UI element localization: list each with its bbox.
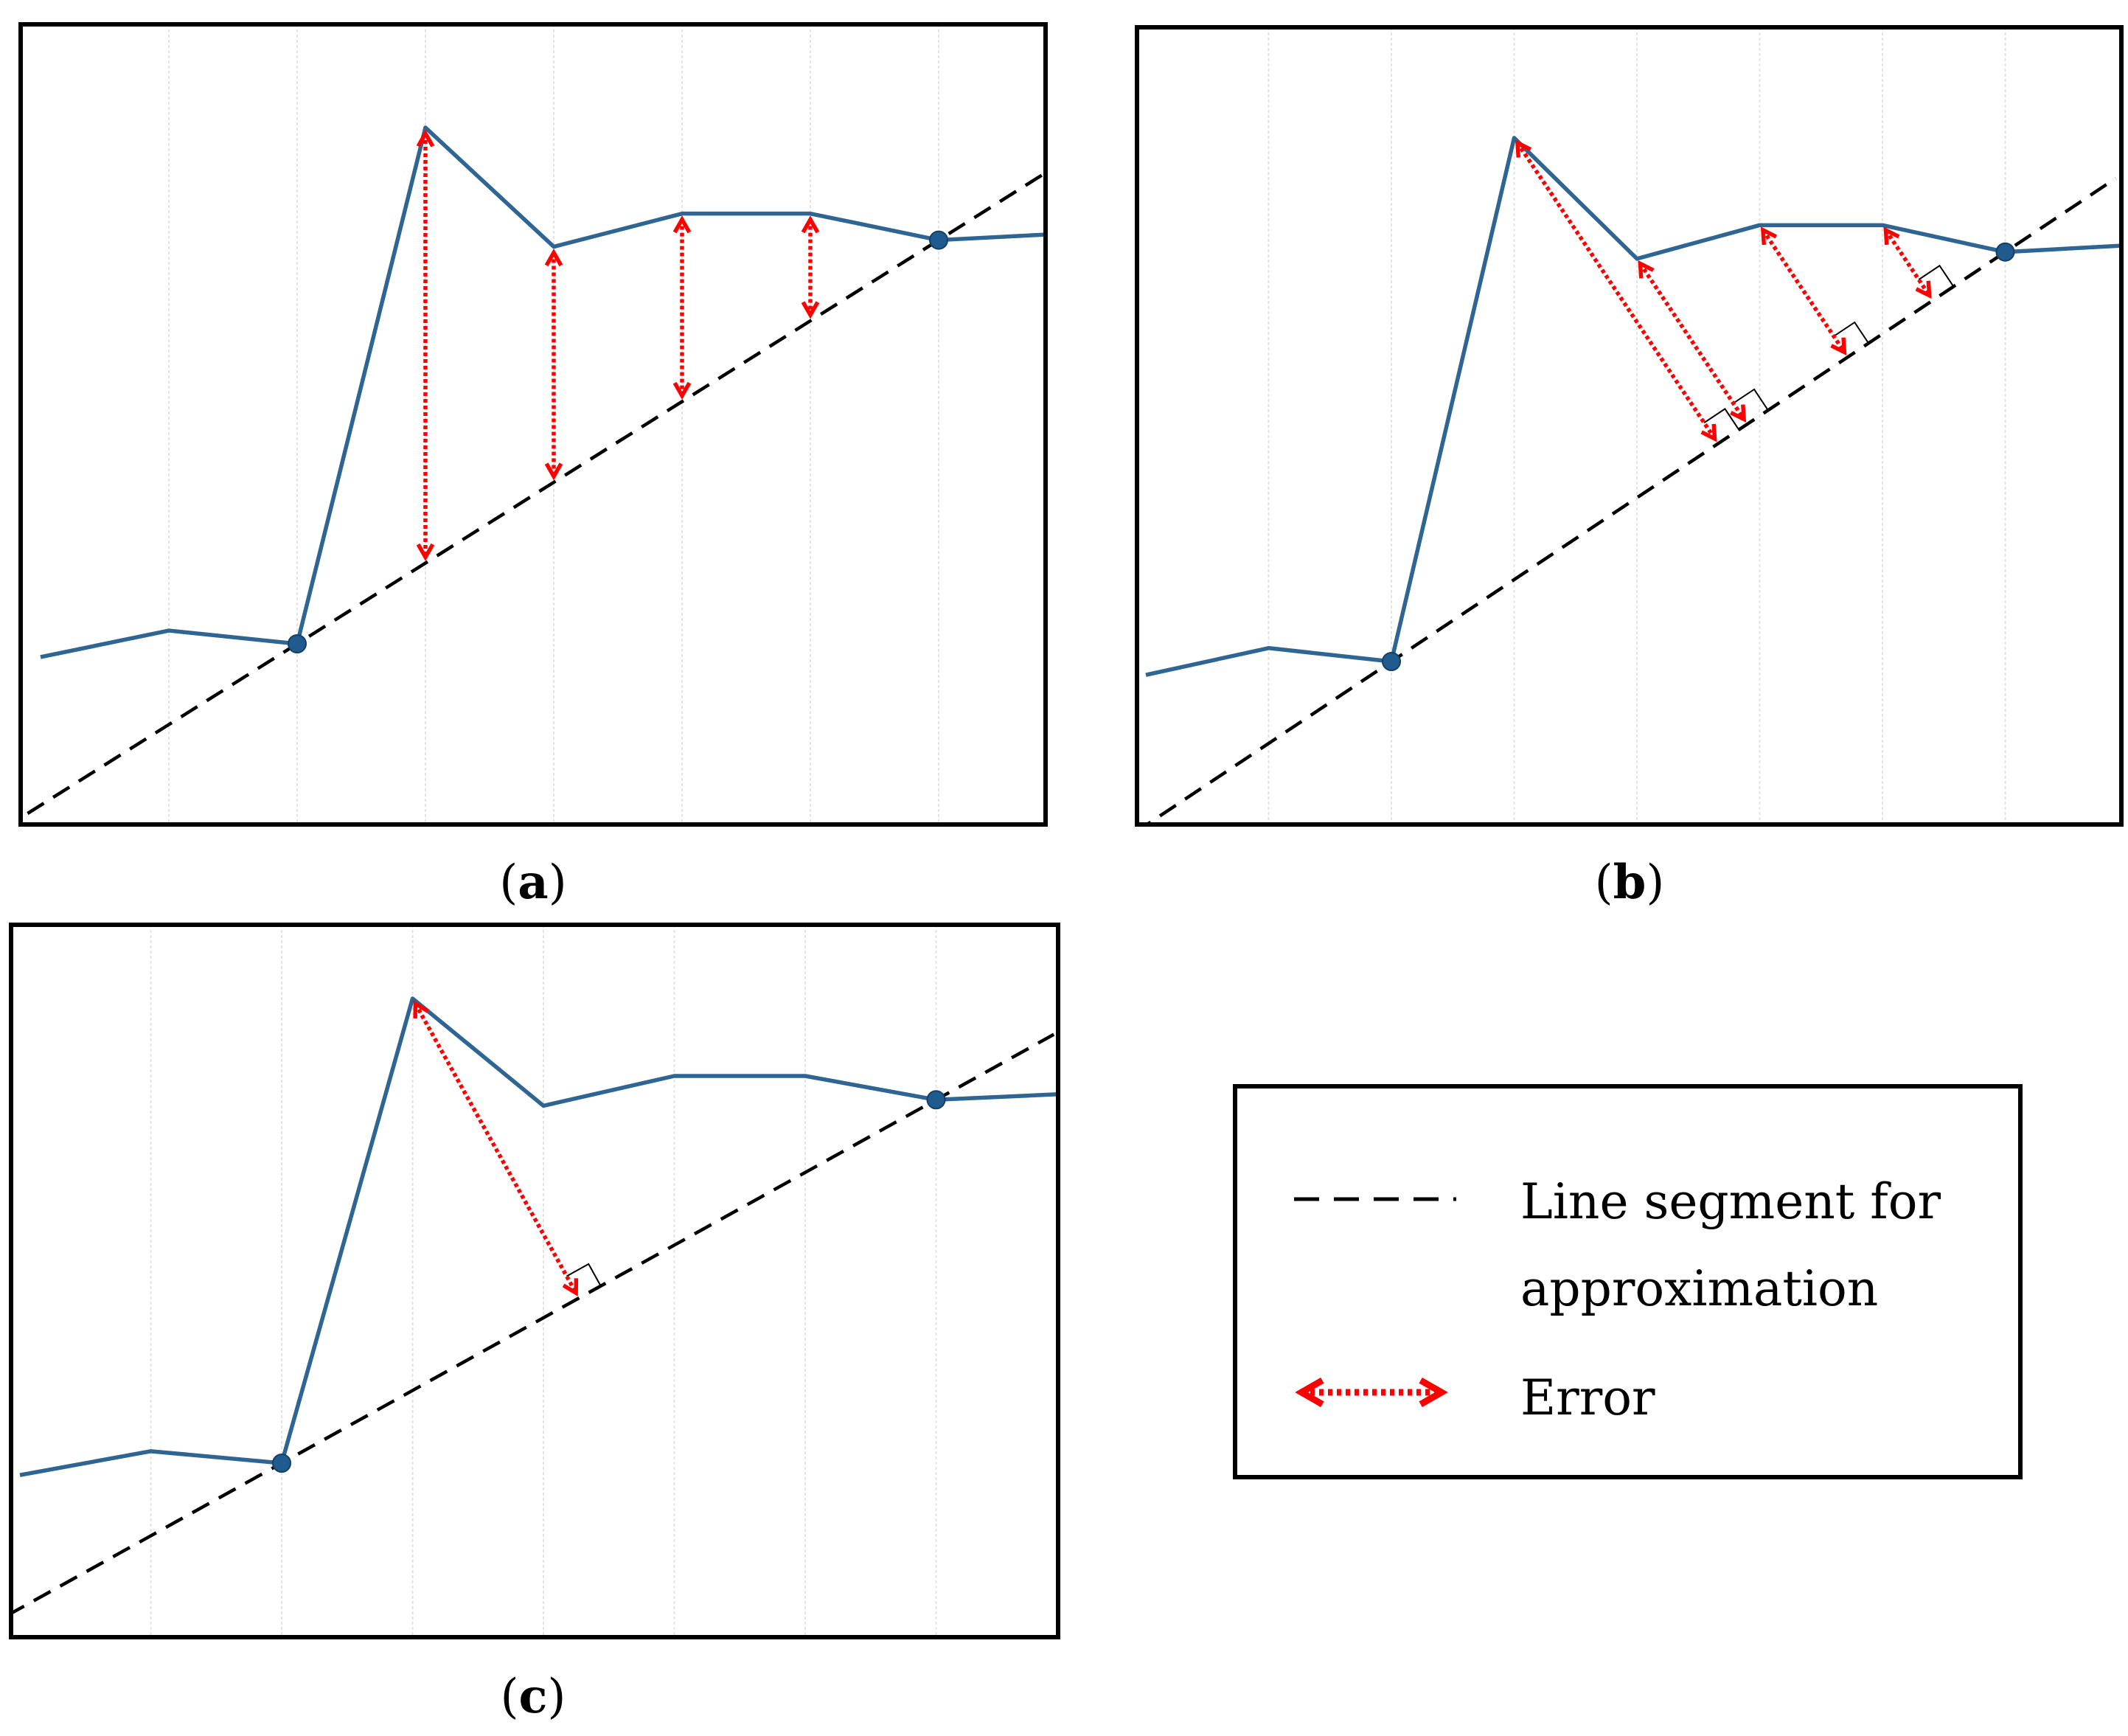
panel-c-error-arrow	[415, 1004, 576, 1293]
legend-segment-label-line1: Line segment for	[1520, 1173, 1941, 1230]
panel-b-right-angle-mark	[1703, 408, 1740, 431]
panel-b-caption-open: (	[1595, 855, 1613, 910]
panel-b-error-arrow	[1640, 264, 1744, 420]
panel-c-plot	[11, 925, 1058, 1637]
panel-b-right-angle-mark	[1833, 321, 1869, 344]
legend-segment-label-line2: approximation	[1520, 1260, 1878, 1317]
panel-b-error-arrow	[1517, 143, 1715, 439]
panel-c-clipped	[11, 925, 1058, 1637]
panel-b-caption: (b)	[1595, 855, 1665, 910]
panel-a-caption-open: (	[499, 855, 518, 910]
panel-a-caption: (a)	[499, 855, 566, 910]
panel-b-error-arrow	[1763, 230, 1844, 353]
panel-a-clipped	[21, 24, 1046, 824]
panel-b-caption-letter: b	[1613, 855, 1647, 910]
panel-b-segment-endpoint	[1382, 652, 1401, 671]
panel-b-right-angle-mark	[1733, 388, 1769, 411]
panel-b-caption-close: )	[1646, 855, 1664, 910]
panel-c-caption: (c)	[501, 1669, 566, 1724]
panel-c-frame	[9, 923, 1060, 1639]
panel-b-segment-endpoint	[1995, 242, 2015, 262]
panel-a-segment-endpoint	[288, 634, 307, 653]
panel-a-caption-close: )	[549, 855, 567, 910]
panel-c-caption-close: )	[547, 1670, 566, 1724]
panel-a	[18, 22, 1048, 827]
panel-c-approx-segment	[11, 1032, 1055, 1616]
panel-c-segment-endpoint	[926, 1090, 946, 1110]
panel-c-segment-endpoint	[272, 1454, 291, 1473]
panel-a-caption-letter: a	[518, 855, 548, 910]
panel-a-approx-segment	[21, 170, 1046, 820]
panel-c-caption-letter: c	[519, 1669, 548, 1724]
panel-a-series-line	[40, 125, 1046, 659]
legend-box	[1233, 1084, 2023, 1479]
panel-c	[9, 923, 1060, 1639]
panel-b-clipped	[1144, 27, 2121, 824]
panel-b-approx-segment	[1144, 176, 2117, 824]
panel-b	[1135, 25, 2124, 827]
panel-c-caption-open: (	[501, 1670, 519, 1724]
legend-error-label: Error	[1520, 1369, 1655, 1426]
panel-a-frame	[18, 22, 1048, 827]
panel-b-right-angle-mark	[1918, 264, 1955, 288]
panel-b-plot	[1144, 27, 2121, 824]
panel-a-plot	[21, 24, 1046, 824]
panel-a-segment-endpoint	[929, 230, 948, 250]
legend: Line segment for approximation Error	[1233, 1084, 2023, 1479]
panel-b-error-arrow	[1885, 230, 1929, 296]
panel-b-frame	[1135, 25, 2124, 827]
